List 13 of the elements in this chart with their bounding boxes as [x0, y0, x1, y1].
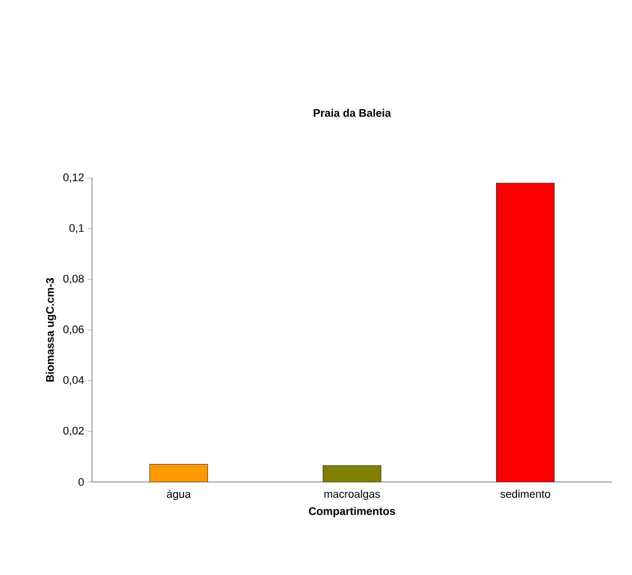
y-tick-label: 0 [78, 478, 84, 486]
y-tick-label: 0,08 [63, 274, 84, 284]
x-tick-label: macroalgas [324, 490, 380, 500]
x-tick-label: água [166, 490, 191, 500]
x-tick-label: sedimento [500, 490, 550, 498]
y-tick-label: 0,12 [63, 173, 84, 183]
y-tick-label: 0,02 [63, 426, 84, 436]
y-tick-label: 0,04 [63, 376, 84, 386]
y-tick-label: 0,1 [69, 224, 84, 234]
chart-title: Praia da Baleia [314, 108, 392, 117]
x-axis-title: Compartimentos [308, 506, 396, 518]
y-axis-title: Biomassa ugC.cm-3 [46, 278, 56, 382]
y-tick-label: 0,06 [63, 325, 84, 335]
